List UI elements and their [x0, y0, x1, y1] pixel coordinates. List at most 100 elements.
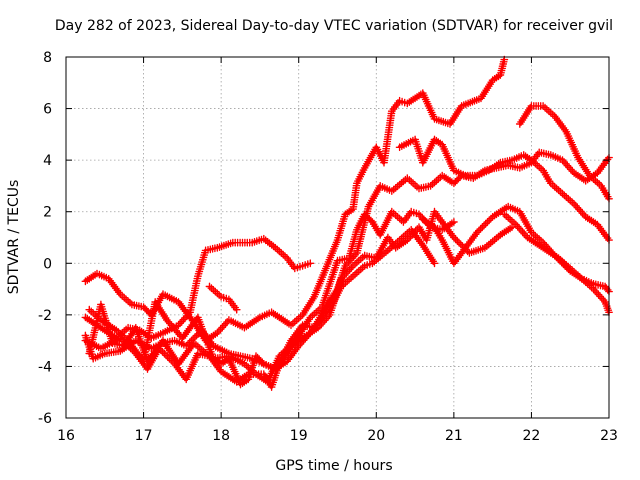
chart-title: Day 282 of 2023, Sidereal Day-to-day VTE…	[55, 18, 613, 34]
data-point	[119, 293, 122, 296]
data-point	[142, 306, 145, 309]
data-point	[177, 301, 180, 303]
data-point	[433, 262, 436, 265]
data-point	[604, 301, 607, 303]
data-point	[317, 326, 320, 329]
data-point	[189, 311, 192, 314]
data-point	[127, 326, 129, 329]
data-point	[344, 213, 347, 216]
data-point	[573, 203, 575, 205]
data-point	[476, 174, 479, 177]
data-point	[196, 352, 199, 355]
data-point	[441, 239, 444, 241]
data-point	[580, 277, 583, 280]
data-point	[371, 221, 374, 223]
data-point	[375, 146, 378, 149]
x-tick-label: 18	[212, 428, 230, 444]
data-point	[309, 316, 312, 319]
data-point	[379, 234, 382, 236]
data-point	[84, 339, 87, 342]
x-tick-label: 21	[445, 428, 463, 444]
data-point	[212, 344, 215, 347]
data-point	[464, 246, 467, 249]
data-point	[352, 208, 354, 211]
data-point	[596, 223, 599, 226]
data-point	[518, 166, 521, 169]
data-point	[313, 295, 316, 298]
data-point	[274, 246, 277, 249]
data-point	[542, 105, 544, 107]
data-point	[228, 319, 230, 321]
data-point	[549, 182, 552, 185]
data-point	[375, 257, 378, 260]
data-point	[491, 79, 494, 82]
data-point	[150, 347, 153, 350]
x-tick-label: 17	[135, 428, 153, 444]
data-point	[177, 362, 180, 365]
data-point	[418, 213, 420, 216]
data-point	[344, 264, 347, 267]
data-point	[530, 105, 533, 107]
data-point	[406, 239, 409, 241]
data-point	[220, 295, 223, 298]
data-point	[355, 182, 358, 185]
data-point	[228, 298, 230, 301]
data-point	[336, 259, 339, 262]
data-point	[185, 344, 188, 347]
data-point	[561, 159, 564, 162]
data-point	[142, 360, 145, 363]
data-point	[577, 156, 579, 159]
data-point	[119, 350, 122, 352]
data-point	[262, 362, 265, 365]
data-point	[515, 223, 517, 226]
data-point	[204, 249, 207, 252]
x-axis-label: GPS time / hours	[275, 458, 392, 474]
data-point	[452, 169, 455, 172]
data-point	[390, 110, 393, 113]
data-point	[363, 213, 366, 216]
data-point	[441, 221, 444, 223]
data-point	[526, 236, 529, 239]
data-point	[305, 334, 308, 337]
data-point	[88, 308, 91, 311]
y-axis-label: SDTVAR / TECUs	[6, 180, 22, 295]
data-point	[592, 283, 595, 285]
data-point	[266, 381, 269, 383]
axis-ticks: 16 17 18 19 20 21 22 23 -6 -4 -2 0 2 4 6 8	[38, 50, 618, 444]
data-point	[421, 218, 424, 221]
data-point	[394, 246, 397, 249]
data-point	[96, 272, 98, 275]
data-point	[100, 319, 102, 321]
data-point	[414, 138, 416, 141]
data-point	[235, 308, 238, 311]
data-point	[100, 347, 102, 350]
data-point	[131, 303, 133, 306]
series-track-8	[395, 135, 613, 244]
data-point	[243, 362, 246, 365]
data-point	[565, 130, 568, 133]
series-track-6	[85, 207, 516, 386]
data-point	[452, 262, 455, 265]
data-point	[247, 378, 250, 381]
data-point	[387, 236, 389, 239]
data-point	[441, 143, 444, 146]
data-point	[387, 249, 389, 252]
data-point	[480, 97, 482, 100]
data-point	[406, 177, 409, 180]
data-point	[491, 215, 494, 218]
data-point	[216, 246, 219, 249]
series-track-9	[515, 102, 613, 203]
y-tick-label: -4	[38, 359, 52, 375]
data-point	[418, 187, 420, 190]
data-point	[592, 288, 595, 290]
data-point	[499, 234, 502, 236]
data-point	[243, 326, 246, 329]
data-point	[371, 262, 374, 265]
data-point	[162, 332, 164, 334]
data-point	[196, 275, 199, 278]
data-point	[162, 293, 164, 296]
data-point	[379, 185, 382, 187]
data-point	[220, 370, 223, 373]
y-tick-label: 8	[43, 50, 52, 66]
